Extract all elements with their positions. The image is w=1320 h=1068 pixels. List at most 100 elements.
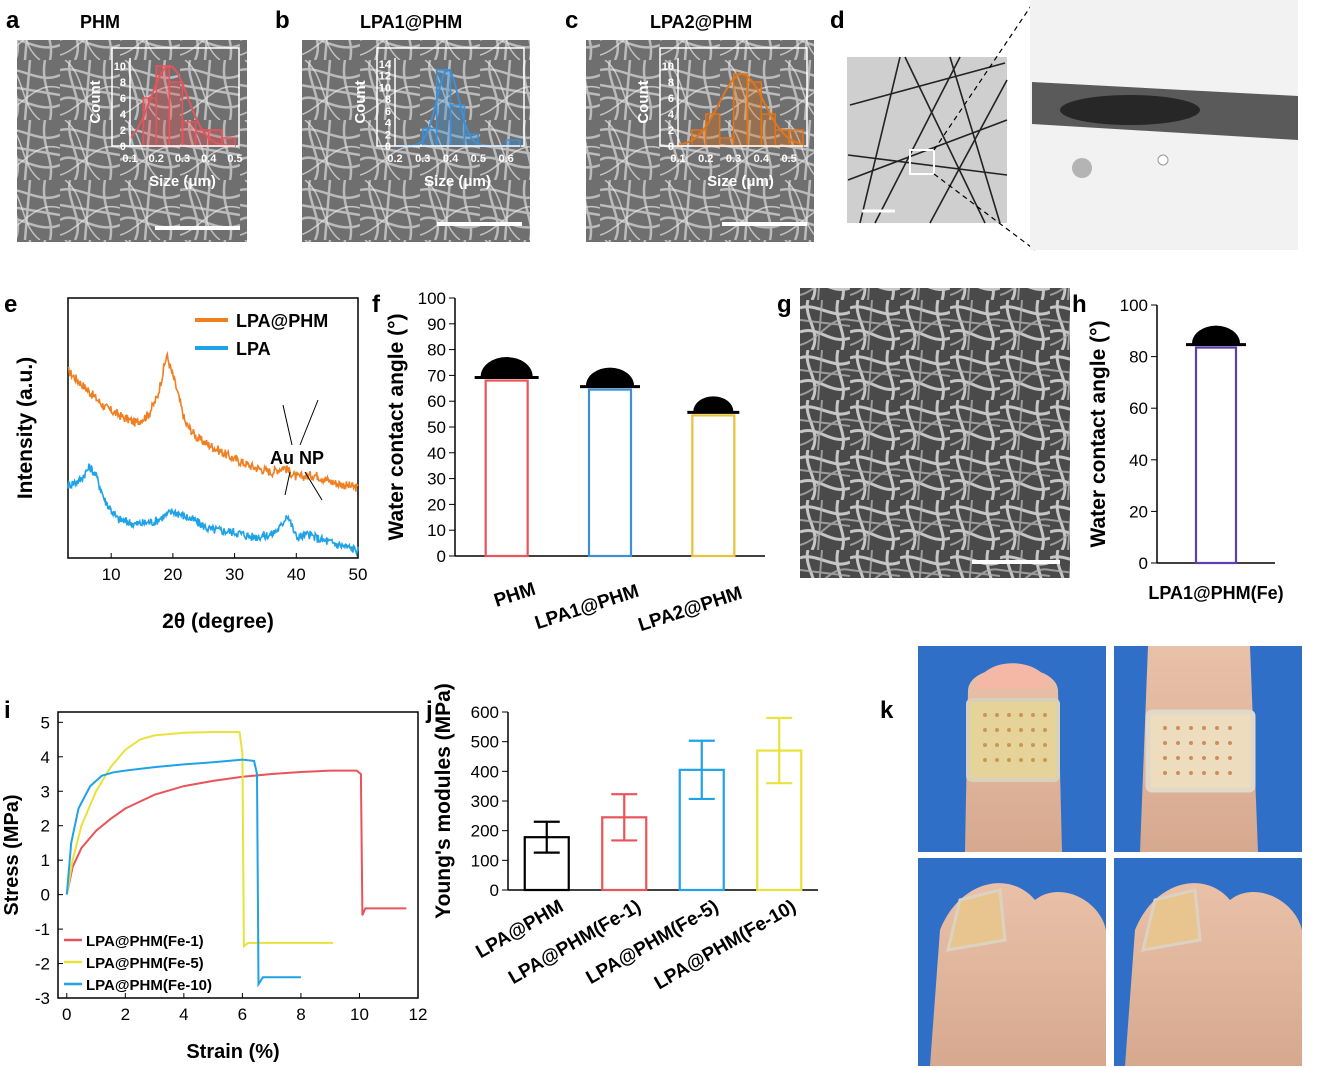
x-tick-label: 0.1	[670, 153, 685, 165]
y-tick-label: 10	[379, 82, 391, 94]
x-tick-label: 0.4	[201, 153, 217, 165]
youngs-modulus-chart: 0100200300400500600LPA@PHMLPA@PHM(Fe-1)L…	[432, 683, 818, 994]
histogram-bar	[705, 113, 721, 147]
zoom-line	[933, 173, 1036, 251]
histogram-bar	[181, 121, 197, 147]
x-axis-label: Size (μm)	[707, 173, 774, 190]
size-histogram-phm: 0.1 0.2 0.3 0.4 0.5 0 2 4 6 8 10 Size (μm) Count	[87, 47, 243, 190]
x-tick-label: 0.4	[754, 153, 770, 165]
bar	[1194, 346, 1238, 565]
contact-angle-fe-chart: 0 20 40 60 80 100 LPA1@PHM(Fe) Water contact an…	[1087, 296, 1284, 603]
particle	[1157, 154, 1169, 166]
photo-finger-bent-1	[918, 858, 1106, 1066]
photo-finger-straight-1	[918, 646, 1106, 852]
y-tick-label: 20	[1129, 502, 1148, 521]
plot-frame	[67, 297, 359, 559]
x-axis-label: Size (μm)	[424, 173, 491, 190]
particle	[1072, 158, 1092, 178]
x-axis-label: Size (μm)	[149, 173, 216, 190]
x-tick-label: 8	[296, 1005, 305, 1024]
y-tick-label: 2	[385, 129, 391, 141]
panel-c: c LPA2@PHM 0.1 0.2 0.3 0.4 0.5 0 2 4 6 8 10 Size (μ…	[565, 7, 814, 242]
x-tick-label: 0.3	[726, 153, 741, 165]
panel-letter-i: i	[4, 697, 11, 724]
y-tick-label: 0	[1139, 554, 1148, 573]
series-line	[67, 350, 359, 492]
annotation-arrow	[304, 471, 323, 501]
y-tick-label: 100	[1120, 296, 1148, 315]
legend-label: LPA@PHM(Fe-10)	[86, 977, 212, 994]
y-tick-label: 0	[437, 547, 446, 566]
y-tick-label: 4	[385, 118, 392, 130]
y-tick-label: 0	[385, 141, 391, 153]
category-label: LPA@PHM(Fe-1)	[505, 896, 645, 989]
y-tick-label: 80	[1129, 348, 1148, 367]
x-tick-label: 40	[287, 565, 306, 584]
y-tick-label: 14	[379, 59, 392, 71]
y-tick-label: 40	[1129, 451, 1148, 470]
y-tick-label: 300	[471, 792, 499, 811]
histogram-bar	[142, 97, 157, 147]
annotation-arrow	[299, 399, 319, 446]
panel-letter-f: f	[372, 291, 381, 318]
x-tick-label: 0.3	[415, 153, 430, 165]
y-tick-label: 60	[427, 392, 446, 411]
panel-letter-j: j	[425, 697, 433, 724]
y-tick-label: 2	[120, 125, 126, 137]
panel-d: d	[830, 0, 1298, 251]
x-tick-label: 4	[179, 1005, 188, 1024]
bar	[484, 379, 529, 558]
y-axis-label: Count	[635, 80, 652, 123]
y-tick-label: 12	[379, 71, 391, 83]
panel-c-title: LPA2@PHM	[650, 12, 752, 32]
y-tick-label: 3	[41, 782, 50, 801]
y-tick-label: 10	[427, 521, 446, 540]
x-tick-label: 0.4	[443, 153, 459, 165]
xrd-chart: LPA@PHM LPA 10 20 30 40 50 2θ (degree) Intensity…	[14, 297, 368, 633]
legend-label: LPA	[236, 339, 271, 359]
x-tick-label: 0.2	[387, 153, 402, 165]
y-tick-label: 8	[385, 94, 391, 106]
y-tick-label: 0	[120, 141, 126, 153]
legend-label: LPA@PHM(Fe-1)	[86, 933, 204, 950]
y-tick-label: 100	[471, 851, 499, 870]
water-droplet	[480, 357, 533, 377]
size-histogram-lpa2: 0.1 0.2 0.3 0.4 0.5 0 2 4 6 8 10 Size (μm) Count	[635, 47, 808, 190]
y-tick-label: -2	[35, 955, 50, 974]
y-tick-label: 30	[427, 470, 446, 489]
zoom-box	[909, 149, 935, 175]
panel-e: e LPA@PHM LPA 10 20 30 40 50 2θ (degree) Intensi…	[4, 291, 367, 633]
category-label: PHM	[492, 579, 539, 612]
histogram-bar	[718, 137, 735, 147]
series-line	[65, 758, 301, 988]
y-tick-label: 40	[427, 444, 446, 463]
y-tick-label: 4	[120, 109, 127, 121]
legend-label: LPA@PHM	[236, 311, 328, 331]
y-tick-label: 2	[41, 817, 50, 836]
series-line	[65, 731, 334, 949]
y-tick-label: 600	[471, 703, 499, 722]
panel-letter-c: c	[565, 7, 578, 34]
y-tick-label: -1	[35, 920, 50, 939]
panel-letter-a: a	[6, 7, 20, 34]
sem-image-lpa1	[302, 40, 530, 242]
y-tick-label: 8	[120, 77, 126, 89]
water-droplet	[693, 396, 734, 412]
panel-letter-d: d	[830, 7, 845, 34]
y-tick-label: 20	[427, 495, 446, 514]
sem-image-fe	[800, 288, 1070, 578]
stress-strain-chart: LPA@PHM(Fe-1) LPA@PHM(Fe-5) LPA@PHM(Fe-10)…	[1, 711, 427, 1063]
x-tick-label: 0.5	[227, 153, 242, 165]
sem-image-lpa2	[586, 40, 814, 242]
y-axis-label: Intensity (a.u.)	[14, 357, 37, 499]
x-tick-label: 50	[349, 565, 368, 584]
legend-label: LPA@PHM(Fe-5)	[86, 955, 204, 972]
y-tick-label: 2	[668, 125, 674, 137]
y-tick-label: 400	[471, 762, 499, 781]
y-tick-label: 500	[471, 733, 499, 752]
panel-g: g	[777, 288, 1070, 578]
y-tick-label: 8	[668, 77, 674, 89]
y-axis-label: Young's modules (MPa)	[432, 683, 455, 919]
